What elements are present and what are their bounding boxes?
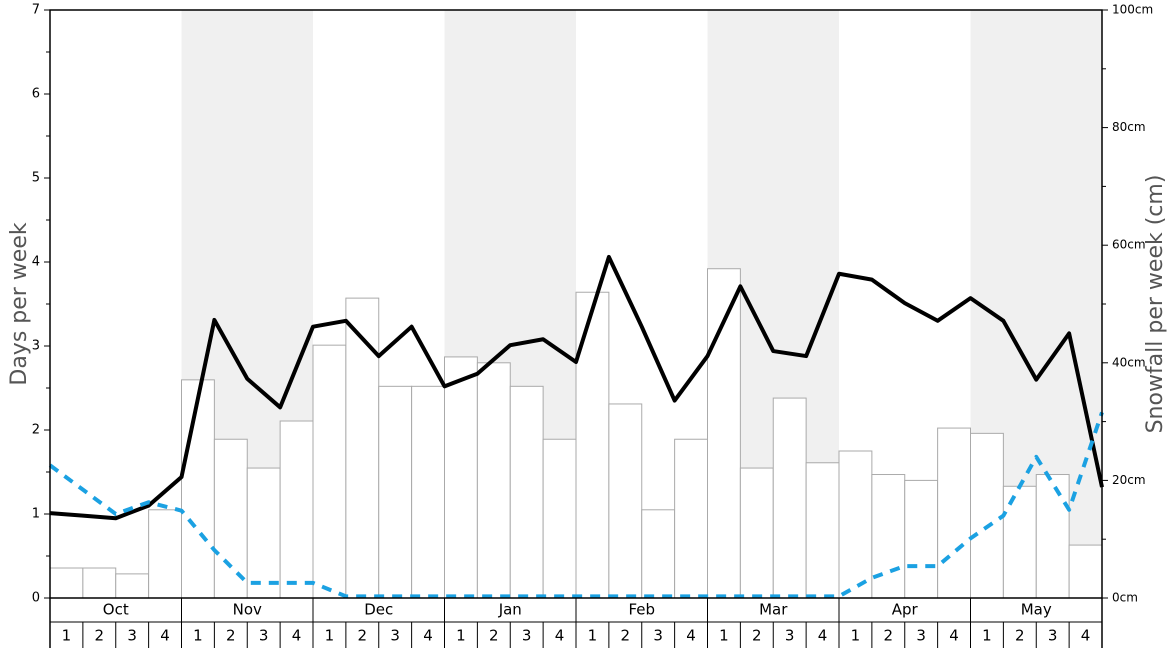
y-tick-label: 3 xyxy=(32,339,40,354)
week-label: 3 xyxy=(259,627,269,645)
week-label: 3 xyxy=(127,627,137,645)
y2-tick-label: 40cm xyxy=(1112,355,1146,369)
month-label: Dec xyxy=(364,601,393,619)
bar xyxy=(641,509,676,599)
bar xyxy=(378,385,413,599)
week-label: 1 xyxy=(719,627,729,645)
week-label: 2 xyxy=(884,627,894,645)
bar xyxy=(674,438,708,599)
month-label: Nov xyxy=(233,601,262,619)
line-series xyxy=(48,411,1104,599)
bar xyxy=(772,397,807,599)
y2-tick-label: 0cm xyxy=(1112,591,1138,605)
y-axis-label: Days per week xyxy=(7,222,32,385)
week-label: 3 xyxy=(1048,627,1058,645)
month-label: Feb xyxy=(628,601,655,619)
month-label: Apr xyxy=(892,601,919,619)
bar xyxy=(739,467,774,599)
y-tick-label: 0 xyxy=(32,591,40,606)
week-label: 2 xyxy=(358,627,368,645)
week-label: 3 xyxy=(390,627,400,645)
week-label: 4 xyxy=(1081,627,1091,645)
month-label: Oct xyxy=(103,601,129,619)
bar xyxy=(1068,544,1103,599)
bar xyxy=(345,297,380,599)
week-label: 3 xyxy=(653,627,663,645)
week-label: 4 xyxy=(555,627,565,645)
bar xyxy=(82,567,117,599)
month-label: May xyxy=(1021,601,1052,619)
bar xyxy=(608,403,643,599)
bar xyxy=(1035,474,1070,599)
y2-tick-label: 80cm xyxy=(1112,120,1146,134)
week-label: 1 xyxy=(325,627,335,645)
y-tick-label: 6 xyxy=(32,87,40,102)
y-tick-label: 1 xyxy=(32,507,40,522)
week-label: 4 xyxy=(292,627,302,645)
bar xyxy=(444,356,478,599)
bar xyxy=(805,462,840,599)
bar xyxy=(476,362,511,599)
week-label: 2 xyxy=(489,627,499,645)
week-label: 1 xyxy=(62,627,72,645)
bar xyxy=(115,573,150,599)
bar xyxy=(49,567,84,599)
month-label: Mar xyxy=(759,601,788,619)
bar xyxy=(937,427,971,599)
bar xyxy=(312,344,347,599)
bar xyxy=(509,385,544,599)
bar xyxy=(970,432,1004,599)
week-label: 4 xyxy=(160,627,170,645)
week-label: 2 xyxy=(752,627,762,645)
week-label: 2 xyxy=(621,627,631,645)
week-label: 1 xyxy=(588,627,598,645)
y2-tick-label: 60cm xyxy=(1112,238,1146,252)
bar xyxy=(148,509,182,599)
week-label: 4 xyxy=(686,627,696,645)
bar xyxy=(181,379,215,599)
bar xyxy=(279,420,314,599)
week-label: 3 xyxy=(522,627,532,645)
y-tick-label: 5 xyxy=(32,171,40,186)
week-label: 4 xyxy=(423,627,433,645)
bar xyxy=(871,474,906,599)
week-label: 1 xyxy=(851,627,861,645)
bar xyxy=(213,438,248,599)
bar xyxy=(246,467,281,599)
month-label: Jan xyxy=(498,601,522,619)
bar xyxy=(542,438,577,599)
bar xyxy=(575,291,610,599)
y-tick-label: 7 xyxy=(32,3,40,18)
week-label: 2 xyxy=(1015,627,1025,645)
y2-tick-label: 20cm xyxy=(1112,473,1146,487)
week-label: 1 xyxy=(982,627,992,645)
week-label: 1 xyxy=(193,627,203,645)
bar xyxy=(838,450,873,599)
week-label: 4 xyxy=(949,627,959,645)
line-series xyxy=(49,254,1104,521)
bar xyxy=(411,385,445,599)
week-label: 3 xyxy=(785,627,795,645)
week-label: 1 xyxy=(456,627,466,645)
week-label: 3 xyxy=(916,627,926,645)
week-label: 2 xyxy=(95,627,105,645)
y2-tick-label: 100cm xyxy=(1112,3,1153,17)
week-label: 2 xyxy=(226,627,236,645)
y-tick-label: 2 xyxy=(32,423,40,438)
week-label: 4 xyxy=(818,627,828,645)
bar xyxy=(904,479,939,599)
y2-axis-label: Snowfall per week (cm) xyxy=(1143,175,1168,434)
y-tick-label: 4 xyxy=(32,255,40,270)
